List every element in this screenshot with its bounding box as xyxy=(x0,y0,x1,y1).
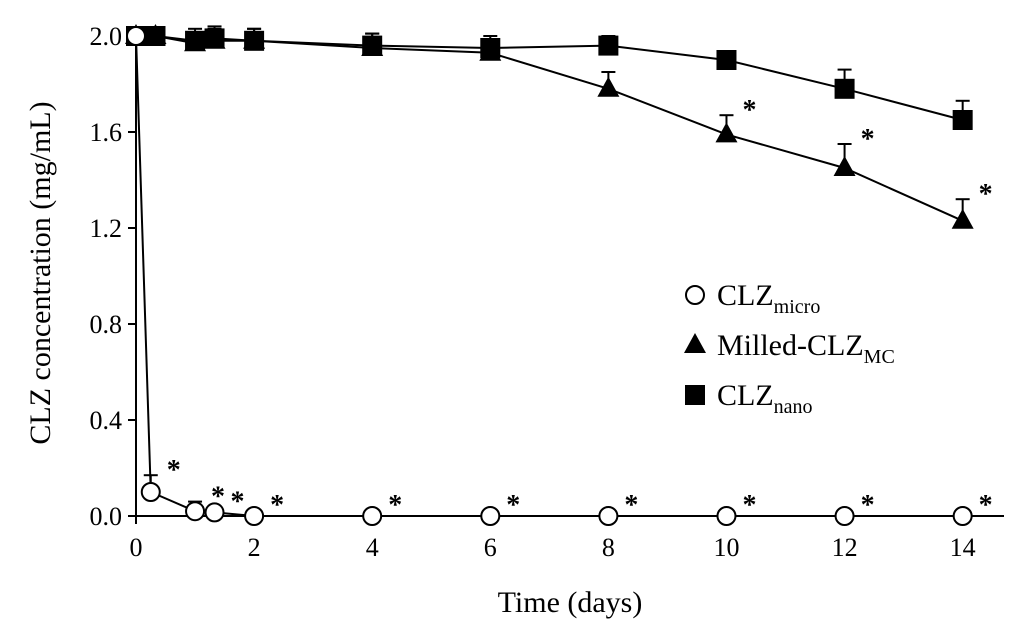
data-point xyxy=(361,36,384,56)
significance-mark: * xyxy=(388,490,402,521)
legend-label: CLZnano xyxy=(717,379,813,418)
y-ticks: 0.0 0.4 0.8 1.2 1.6 2.0 xyxy=(90,22,136,531)
y-axis-title: CLZ concentration (mg/mL) xyxy=(24,101,57,444)
data-point xyxy=(480,506,501,526)
data-point xyxy=(362,506,383,526)
data-point xyxy=(834,506,855,526)
x-tick-label: 6 xyxy=(484,533,497,562)
data-point xyxy=(952,506,973,526)
significance-mark: * xyxy=(742,490,756,521)
data-point xyxy=(598,506,619,526)
data-point xyxy=(597,76,620,97)
data-point xyxy=(951,208,974,229)
x-ticks: 0 2 4 6 8 10 12 14 xyxy=(130,516,976,562)
significance-mark: * xyxy=(167,455,181,486)
significance-mark: * xyxy=(270,490,284,521)
series-milled-clz-mc: * * * xyxy=(125,24,993,229)
x-tick-label: 4 xyxy=(366,533,379,562)
y-tick-label: 1.2 xyxy=(90,214,123,243)
significance-mark: * xyxy=(211,482,225,513)
x-axis-title: Time (days) xyxy=(498,586,643,619)
legend-item: Milled-CLZMC xyxy=(684,329,895,368)
x-tick-label: 2 xyxy=(248,533,261,562)
legend-label-subscript: MC xyxy=(864,346,895,368)
data-point xyxy=(144,24,167,44)
data-point xyxy=(716,50,737,70)
y-tick-label: 1.6 xyxy=(90,118,123,147)
significance-mark: * xyxy=(979,490,993,521)
significance-mark: * xyxy=(861,124,875,155)
legend-item: CLZnano xyxy=(685,379,813,418)
data-point xyxy=(204,502,225,523)
legend-label-base: Milled-CLZ xyxy=(717,329,864,362)
y-tick-label: 2.0 xyxy=(90,22,123,51)
series-line xyxy=(136,35,964,222)
y-tick-label: 0.4 xyxy=(90,406,123,435)
data-point xyxy=(243,28,266,49)
data-point xyxy=(126,26,146,46)
data-point xyxy=(952,110,973,130)
significance-mark: * xyxy=(861,490,875,521)
data-point xyxy=(140,482,161,502)
legend-label-base: CLZ xyxy=(717,379,774,412)
data-point xyxy=(833,156,856,176)
y-tick-label: 0.0 xyxy=(90,502,123,531)
legend-marker xyxy=(684,333,706,353)
axes xyxy=(135,36,1004,517)
data-point xyxy=(598,35,619,56)
series-line xyxy=(135,35,963,517)
x-tick-label: 0 xyxy=(130,533,143,562)
x-tick-label: 10 xyxy=(713,533,739,562)
data-point xyxy=(716,506,737,526)
data-point xyxy=(715,122,738,143)
series-clz-micro: ** * * * * * * * * xyxy=(126,26,993,526)
x-tick-label: 12 xyxy=(832,533,858,562)
significance-mark: * xyxy=(624,490,638,521)
legend-label-subscript: nano xyxy=(774,396,813,418)
legend-label-base: CLZ xyxy=(717,279,774,312)
data-point xyxy=(244,506,265,526)
significance-mark: * xyxy=(231,486,245,517)
legend-marker xyxy=(685,285,705,305)
legend-label-subscript: micro xyxy=(774,296,821,318)
significance-mark: * xyxy=(979,179,993,210)
y-tick-label: 0.8 xyxy=(90,310,123,339)
legend-marker xyxy=(685,385,705,405)
significance-mark: * xyxy=(506,490,520,521)
data-point xyxy=(203,28,226,49)
legend-label: Milled-CLZMC xyxy=(717,329,895,368)
data-point xyxy=(185,501,206,522)
x-tick-label: 8 xyxy=(602,533,615,562)
series-layer: ***** * * * * * * * * xyxy=(125,24,993,526)
x-tick-label: 14 xyxy=(950,533,976,562)
data-point xyxy=(184,31,207,52)
data-point xyxy=(834,78,855,99)
data-point xyxy=(479,40,502,61)
significance-mark: * xyxy=(742,95,756,126)
legend-item: CLZmicro xyxy=(685,279,820,318)
legend-label: CLZmicro xyxy=(717,279,820,318)
